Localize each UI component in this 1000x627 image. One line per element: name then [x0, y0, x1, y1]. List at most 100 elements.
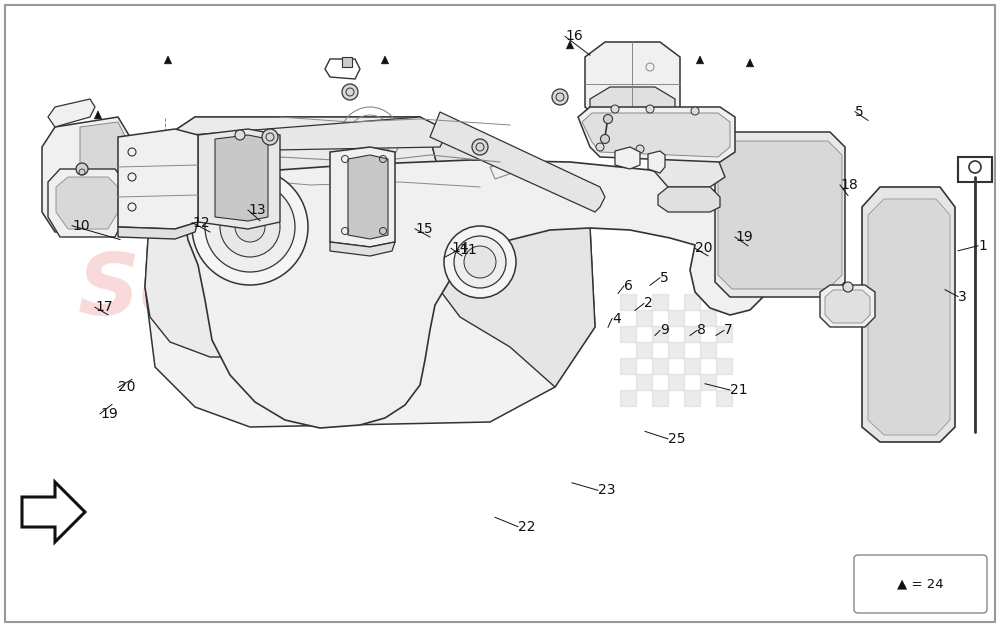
Polygon shape: [164, 56, 172, 64]
Bar: [636, 342, 652, 358]
Text: 13: 13: [248, 203, 266, 217]
Bar: [684, 326, 700, 342]
Circle shape: [76, 163, 88, 175]
Polygon shape: [56, 177, 118, 229]
Polygon shape: [145, 117, 595, 427]
Bar: [620, 390, 636, 406]
Text: 22: 22: [518, 520, 536, 534]
Circle shape: [472, 139, 488, 155]
Polygon shape: [746, 59, 754, 67]
Circle shape: [636, 145, 644, 153]
Polygon shape: [42, 117, 130, 232]
Polygon shape: [825, 290, 870, 323]
Circle shape: [464, 246, 496, 278]
Polygon shape: [650, 137, 725, 187]
Bar: [636, 374, 652, 390]
Polygon shape: [118, 222, 198, 239]
Text: 25: 25: [668, 432, 686, 446]
Text: 17: 17: [95, 300, 113, 314]
Bar: [684, 294, 700, 310]
Polygon shape: [330, 147, 395, 247]
Circle shape: [205, 182, 295, 272]
Text: 20: 20: [695, 241, 712, 255]
Circle shape: [220, 197, 280, 257]
Bar: [668, 374, 684, 390]
Polygon shape: [330, 242, 395, 256]
Polygon shape: [145, 117, 440, 357]
Circle shape: [843, 282, 853, 292]
Polygon shape: [590, 87, 675, 122]
Text: 14: 14: [451, 241, 469, 255]
Circle shape: [235, 130, 245, 140]
Circle shape: [342, 84, 358, 100]
Text: 23: 23: [598, 483, 616, 497]
Circle shape: [604, 115, 612, 124]
Bar: [668, 342, 684, 358]
Circle shape: [552, 89, 568, 105]
Polygon shape: [94, 111, 102, 119]
Circle shape: [611, 105, 619, 113]
Text: 1: 1: [978, 239, 987, 253]
Circle shape: [596, 143, 604, 151]
Circle shape: [262, 129, 278, 145]
Text: 18: 18: [840, 178, 858, 192]
Bar: [700, 342, 716, 358]
Polygon shape: [658, 187, 720, 212]
Polygon shape: [342, 57, 352, 67]
Bar: [652, 294, 668, 310]
Bar: [652, 358, 668, 374]
FancyBboxPatch shape: [854, 555, 987, 613]
Polygon shape: [180, 160, 780, 428]
Polygon shape: [148, 117, 445, 152]
Polygon shape: [862, 187, 955, 442]
Text: Scuderia: Scuderia: [78, 251, 502, 334]
Text: 16: 16: [565, 29, 583, 43]
Bar: [700, 374, 716, 390]
Text: 7: 7: [724, 324, 733, 337]
Text: 11: 11: [459, 243, 477, 256]
Bar: [636, 310, 652, 326]
Polygon shape: [585, 42, 680, 122]
Polygon shape: [381, 56, 389, 64]
Text: 9: 9: [660, 324, 669, 337]
Bar: [620, 294, 636, 310]
Polygon shape: [715, 132, 845, 297]
Polygon shape: [215, 135, 268, 221]
Text: 19: 19: [735, 230, 753, 244]
Bar: [716, 390, 732, 406]
Bar: [620, 358, 636, 374]
Polygon shape: [80, 122, 128, 227]
Polygon shape: [582, 113, 730, 157]
Polygon shape: [430, 137, 595, 387]
Bar: [620, 326, 636, 342]
Circle shape: [691, 107, 699, 115]
Text: 8: 8: [697, 324, 706, 337]
Circle shape: [600, 135, 610, 144]
Polygon shape: [696, 56, 704, 64]
Bar: [684, 390, 700, 406]
Polygon shape: [48, 169, 125, 237]
Circle shape: [192, 169, 308, 285]
Text: 15: 15: [415, 222, 433, 236]
Bar: [684, 358, 700, 374]
Polygon shape: [48, 99, 95, 127]
Polygon shape: [348, 155, 388, 239]
Bar: [716, 326, 732, 342]
Text: 5: 5: [855, 105, 864, 119]
Polygon shape: [718, 141, 842, 289]
Bar: [700, 310, 716, 326]
Polygon shape: [198, 129, 280, 229]
Text: 10: 10: [72, 219, 90, 233]
Polygon shape: [118, 129, 198, 229]
Text: ▲ = 24: ▲ = 24: [897, 577, 943, 591]
Text: 5: 5: [660, 271, 669, 285]
Text: 2: 2: [644, 297, 653, 310]
Bar: [652, 326, 668, 342]
Bar: [652, 390, 668, 406]
Text: r  a  p  a  r  t  s: r a p a r t s: [367, 313, 573, 341]
Polygon shape: [430, 112, 605, 212]
Bar: [716, 294, 732, 310]
Circle shape: [444, 226, 516, 298]
Bar: [668, 310, 684, 326]
Text: 6: 6: [624, 279, 633, 293]
